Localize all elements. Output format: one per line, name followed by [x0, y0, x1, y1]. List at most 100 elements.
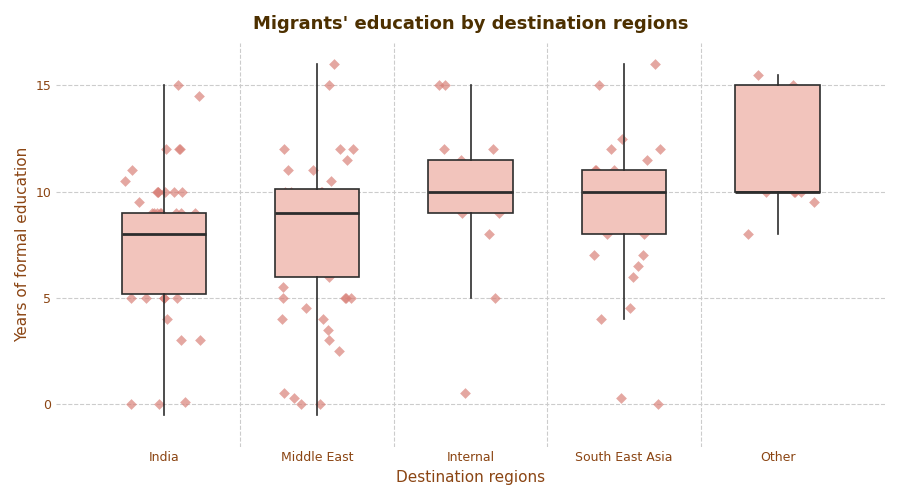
Point	[640, 156, 654, 164]
Point	[582, 177, 597, 185]
Point	[794, 188, 808, 196]
Point	[277, 145, 292, 153]
Point	[276, 209, 291, 217]
PathPatch shape	[428, 160, 513, 213]
Point	[284, 209, 298, 217]
Point	[155, 230, 169, 238]
Point	[493, 188, 508, 196]
Point	[159, 315, 174, 323]
Point	[287, 209, 302, 217]
Point	[299, 304, 313, 312]
Point	[172, 145, 186, 153]
Point	[303, 230, 318, 238]
Point	[441, 188, 455, 196]
Point	[293, 252, 308, 260]
Point	[322, 336, 337, 344]
Point	[653, 145, 668, 153]
Point	[320, 326, 335, 334]
Point	[315, 188, 329, 196]
Point	[450, 166, 464, 174]
Point	[276, 294, 291, 302]
Point	[152, 400, 166, 408]
Point	[751, 71, 765, 79]
Point	[171, 82, 185, 90]
Point	[639, 220, 653, 228]
Point	[180, 283, 194, 291]
Point	[153, 252, 167, 260]
Point	[651, 400, 665, 408]
Point	[274, 315, 289, 323]
Point	[589, 166, 603, 174]
Point	[607, 166, 621, 174]
Point	[125, 166, 140, 174]
Point	[623, 188, 637, 196]
Point	[488, 294, 502, 302]
Point	[313, 188, 328, 196]
Point	[346, 145, 360, 153]
Point	[175, 188, 189, 196]
Point	[332, 347, 347, 355]
Point	[145, 209, 159, 217]
PathPatch shape	[582, 170, 666, 234]
Point	[491, 177, 505, 185]
Point	[306, 166, 320, 174]
Point	[318, 252, 332, 260]
Point	[146, 230, 160, 238]
Point	[587, 252, 601, 260]
Point	[277, 390, 292, 398]
Point	[173, 145, 187, 153]
Point	[153, 209, 167, 217]
Point	[454, 209, 469, 217]
Point	[340, 156, 355, 164]
Point	[616, 134, 630, 142]
Point	[592, 82, 607, 90]
Point	[338, 294, 352, 302]
Point	[493, 177, 508, 185]
Point	[781, 177, 796, 185]
PathPatch shape	[275, 190, 359, 276]
Point	[631, 262, 645, 270]
Point	[626, 272, 641, 280]
Point	[588, 166, 602, 174]
Point	[336, 198, 350, 206]
Point	[164, 252, 178, 260]
Point	[129, 240, 143, 248]
Point	[150, 188, 165, 196]
Point	[158, 188, 173, 196]
Point	[806, 198, 821, 206]
Point	[124, 400, 139, 408]
Point	[157, 294, 171, 302]
Point	[594, 188, 608, 196]
Point	[174, 336, 188, 344]
Point	[183, 230, 197, 238]
Point	[636, 230, 651, 238]
Point	[176, 230, 190, 238]
Title: Migrants' education by destination regions: Migrants' education by destination regio…	[253, 15, 688, 33]
Point	[136, 252, 150, 260]
Point	[613, 209, 627, 217]
Y-axis label: Years of formal education: Years of formal education	[15, 147, 30, 342]
Point	[491, 209, 506, 217]
Point	[323, 177, 338, 185]
Point	[294, 400, 309, 408]
Point	[327, 209, 341, 217]
Point	[500, 198, 515, 206]
Point	[635, 252, 650, 260]
Point	[482, 166, 497, 174]
Point	[118, 177, 132, 185]
Point	[281, 166, 295, 174]
Point	[322, 82, 337, 90]
Point	[139, 294, 153, 302]
Point	[174, 209, 188, 217]
Point	[593, 315, 608, 323]
Point	[160, 240, 175, 248]
Point	[123, 294, 138, 302]
Point	[454, 156, 468, 164]
Point	[123, 272, 138, 280]
Point	[188, 272, 202, 280]
PathPatch shape	[122, 213, 206, 294]
Point	[148, 272, 162, 280]
Point	[188, 240, 202, 248]
Point	[134, 230, 148, 238]
Point	[458, 390, 473, 398]
